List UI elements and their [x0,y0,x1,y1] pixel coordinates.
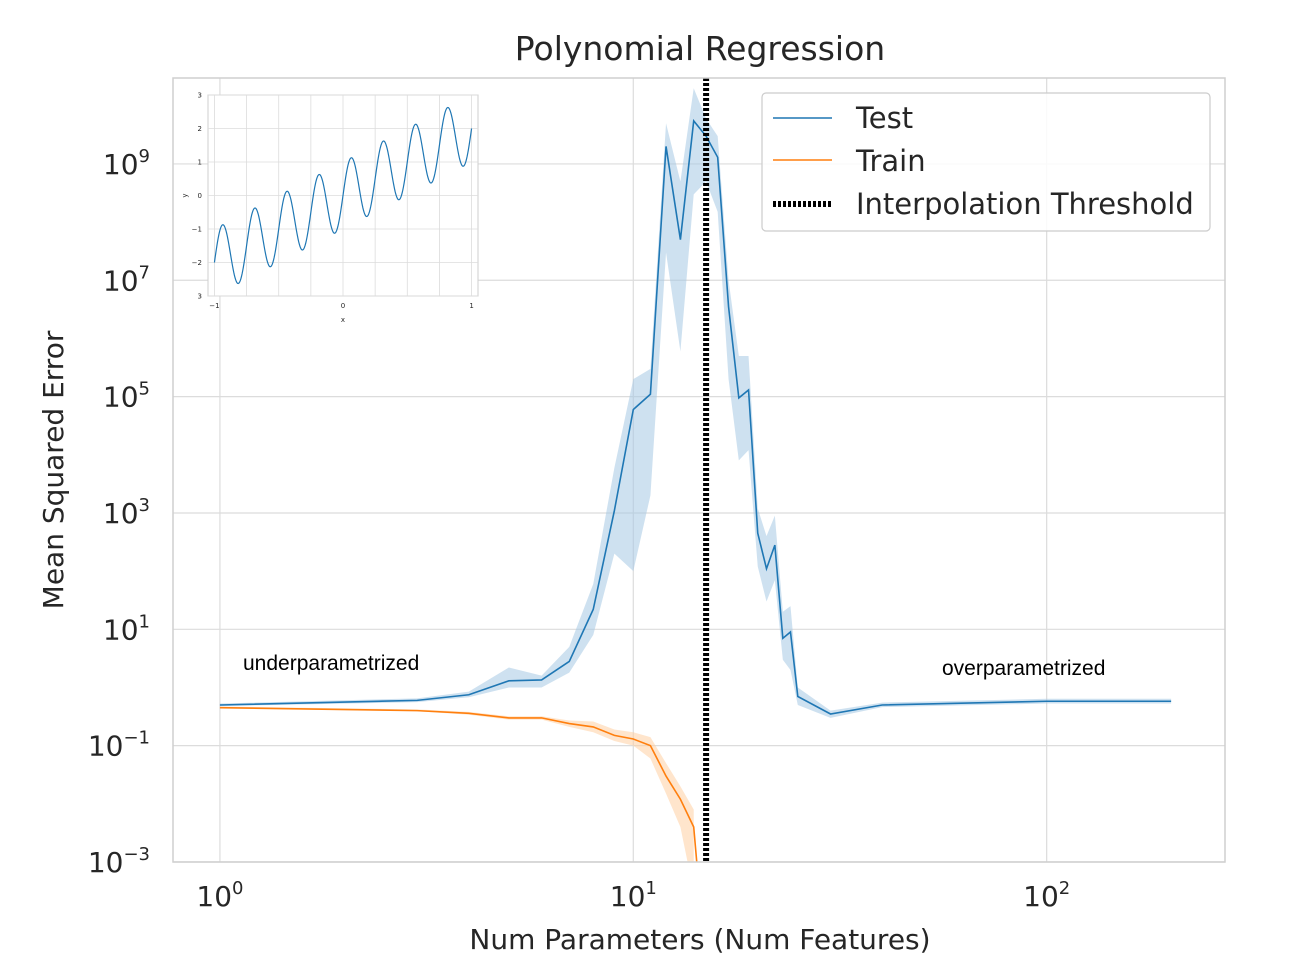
inset-curve [213,106,473,285]
inset-y-tick-label: −2 [192,259,202,267]
x-tick-label: 100 [196,878,243,913]
x-axis-label: Num Parameters (Num Features) [469,923,930,956]
inset-y-tick-label: −1 [192,226,202,234]
y-tick-label: 103 [103,495,150,530]
inset-y-tick-label: 3 [198,293,202,301]
plot-frame [172,77,1226,863]
y-tick-label: 101 [103,611,150,646]
inset-x-axis-label: x [341,316,345,324]
legend-label-threshold: Interpolation Threshold [856,187,1194,221]
inset-y-tick-label: 3 [198,92,202,100]
test-series-line [219,118,1172,715]
y-tick-label: 105 [103,379,150,414]
x-tick-label: 101 [610,878,657,913]
inset-x-tick-label: 1 [469,302,473,310]
annotation-overparametrized: overparametrized [942,657,1105,680]
inset-y-tick-label: 2 [198,125,202,133]
y-tick-label: 107 [103,262,150,297]
y-tick-label: 10−1 [88,728,150,763]
chart-title: Polynomial Regression [515,29,885,68]
x-tick-label: 102 [1023,878,1070,913]
train-confidence-band [219,706,694,862]
inset-x-tick-label: 0 [341,302,345,310]
legend-label-train: Train [855,144,926,178]
y-tick-label: 109 [103,146,150,181]
legend: Test Train Interpolation Threshold [761,92,1211,232]
y-tick-label: 10−3 [88,844,150,879]
inset-y-tick-label: 0 [198,192,202,200]
series-lines [219,118,1172,862]
train-series-line [219,706,698,862]
inset-y-axis-label: y [181,193,189,197]
inset-y-tick-label: 1 [198,159,202,167]
inset-plot: −1 0 1 3 2 1 0 −1 −2 3 x y [181,92,479,324]
legend-label-test: Test [855,101,913,135]
annotation-underparametrized: underparametrized [243,652,419,675]
inset-x-tick-label: −1 [209,302,219,310]
y-axis-label: Mean Squared Error [37,330,70,609]
legend-box [761,92,1211,232]
